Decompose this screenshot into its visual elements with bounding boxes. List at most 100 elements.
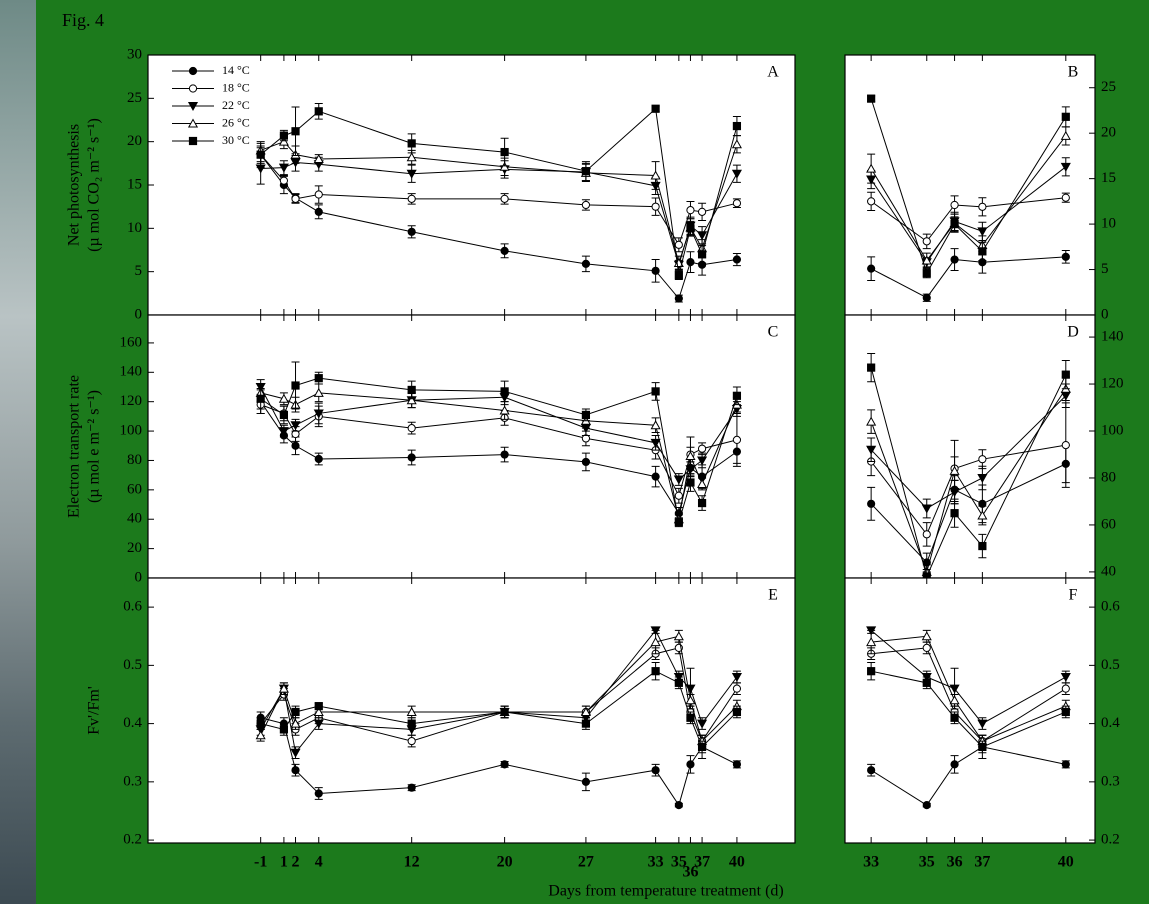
x-tick-label: 33	[648, 854, 664, 871]
marker	[951, 510, 958, 517]
marker	[868, 668, 875, 675]
marker	[1062, 113, 1069, 120]
marker	[408, 454, 415, 461]
y-axis-title: Net photosynthesis	[66, 124, 83, 246]
marker	[1062, 194, 1069, 201]
marker	[733, 256, 740, 263]
x-tick-label: 36	[947, 854, 963, 871]
marker	[1062, 761, 1069, 768]
marker	[292, 195, 299, 202]
marker	[675, 679, 682, 686]
marker	[257, 720, 264, 727]
y-tick-label: 0.2	[123, 832, 142, 848]
y-tick-label: 25	[127, 90, 142, 106]
marker	[675, 241, 682, 248]
marker	[501, 148, 508, 155]
x-tick-label: 33	[863, 854, 879, 871]
marker	[687, 714, 694, 721]
marker	[292, 128, 299, 135]
y-tick-label: 0	[135, 569, 143, 585]
marker	[582, 168, 589, 175]
marker	[315, 375, 322, 382]
marker	[733, 392, 740, 399]
x-axis-title: Days from temperature treatment (d)	[548, 883, 783, 900]
marker	[1062, 685, 1069, 692]
marker	[868, 500, 875, 507]
marker	[408, 228, 415, 235]
x-tick-label: 12	[404, 854, 420, 871]
marker	[1062, 371, 1069, 378]
legend-label: 26 °C	[222, 115, 250, 129]
y-tick-label: 25	[1101, 79, 1116, 95]
marker	[189, 85, 196, 92]
marker	[868, 767, 875, 774]
y-tick-label: 0.6	[1101, 599, 1120, 615]
y-tick-label: 20	[1101, 125, 1116, 141]
marker	[687, 259, 694, 266]
marker	[733, 761, 740, 768]
y-tick-label: 10	[1101, 216, 1116, 232]
x-tick-label: 37	[974, 854, 990, 871]
panel-letter: A	[767, 64, 779, 81]
marker	[951, 220, 958, 227]
marker	[292, 767, 299, 774]
marker	[189, 67, 196, 74]
marker	[687, 479, 694, 486]
marker	[687, 761, 694, 768]
x-tick-label: 27	[578, 854, 594, 871]
marker	[923, 294, 930, 301]
marker	[868, 364, 875, 371]
marker	[923, 802, 930, 809]
marker	[733, 685, 740, 692]
marker	[408, 140, 415, 147]
marker	[675, 272, 682, 279]
y-tick-label: 80	[1101, 469, 1116, 485]
marker	[652, 203, 659, 210]
marker	[923, 644, 930, 651]
marker	[292, 382, 299, 389]
x-tick-label: 1	[280, 854, 288, 871]
marker	[1062, 441, 1069, 448]
y-tick-label: 0.3	[1101, 773, 1120, 789]
y-tick-label: 120	[120, 393, 143, 409]
marker	[868, 265, 875, 272]
marker	[979, 743, 986, 750]
y-tick-label: 0	[1101, 306, 1109, 322]
y-tick-label: 20	[127, 133, 142, 149]
marker	[280, 177, 287, 184]
marker	[315, 191, 322, 198]
marker	[408, 720, 415, 727]
y-tick-label: 0.5	[123, 657, 142, 673]
marker	[582, 201, 589, 208]
y-tick-label: 60	[127, 481, 142, 497]
panel-letter: D	[1067, 324, 1079, 341]
y-tick-label: 120	[1101, 375, 1124, 391]
y-tick-label: 40	[1101, 563, 1116, 579]
y-tick-label: 0.4	[123, 715, 142, 731]
y-tick-label: 15	[127, 176, 142, 192]
marker	[315, 790, 322, 797]
marker	[189, 137, 196, 144]
legend-label: 18 °C	[222, 80, 250, 94]
marker	[582, 720, 589, 727]
y-axis-title: Electron transport rate	[66, 375, 83, 518]
panel-letter: E	[768, 587, 778, 604]
marker	[257, 151, 264, 158]
marker	[951, 201, 958, 208]
marker	[733, 436, 740, 443]
y-tick-label: 0.6	[123, 599, 142, 615]
y-tick-label: 0.5	[1101, 657, 1120, 673]
x-tick-label: -1	[254, 854, 267, 871]
marker	[315, 208, 322, 215]
marker	[733, 200, 740, 207]
marker	[315, 108, 322, 115]
marker	[687, 207, 694, 214]
marker	[698, 743, 705, 750]
marker	[698, 208, 705, 215]
marker	[280, 132, 287, 139]
marker	[652, 668, 659, 675]
marker	[408, 425, 415, 432]
figure-label: Fig. 4	[62, 10, 104, 30]
page: Fig. 4 Days from temperature treatment (…	[0, 0, 1149, 904]
marker	[698, 251, 705, 258]
